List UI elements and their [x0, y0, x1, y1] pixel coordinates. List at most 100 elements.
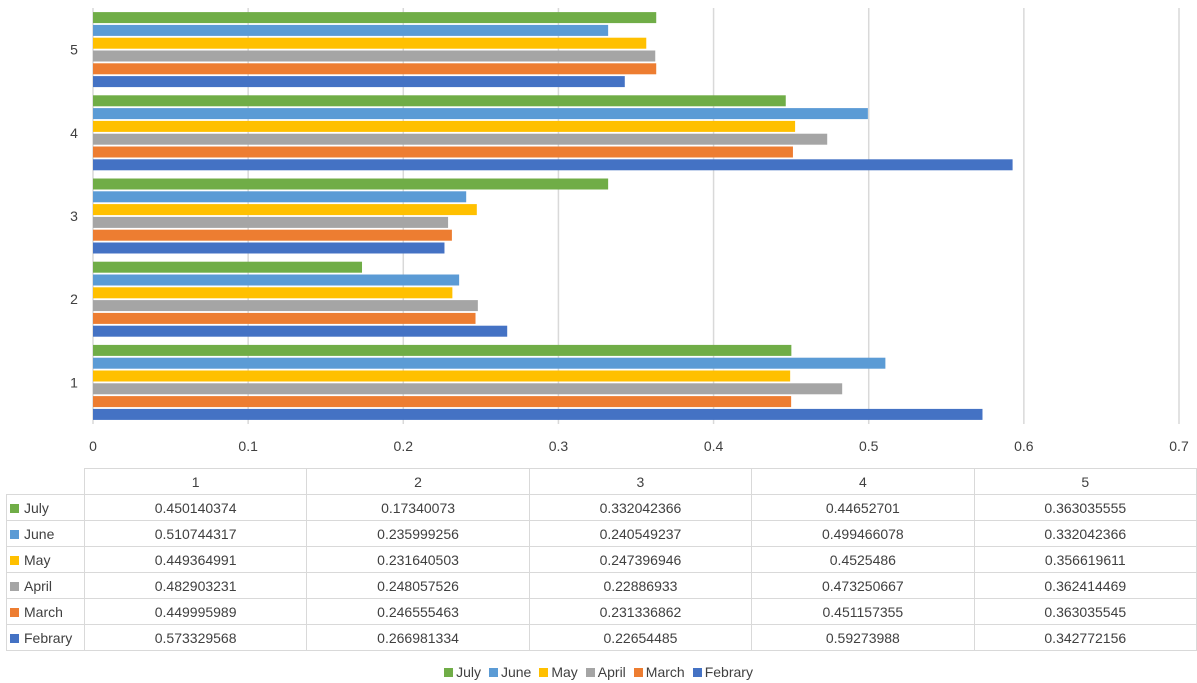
bar-july-5: [93, 12, 657, 24]
x-tick-label: 0.7: [1169, 438, 1189, 454]
series-label: July: [24, 499, 49, 516]
bar-may-4: [93, 120, 796, 132]
x-tick-label: 0.1: [238, 438, 258, 454]
table-cell: 0.363035545: [973, 598, 1197, 625]
bar-april-4: [93, 133, 828, 145]
table-column-header: 5: [973, 468, 1197, 495]
bar-april-3: [93, 216, 449, 228]
table-row-header: March: [6, 598, 85, 625]
table-cell: 0.22886933: [528, 572, 753, 599]
table-cell: 0.450140374: [83, 494, 308, 521]
legend-swatch: [539, 668, 549, 677]
bar-june-5: [93, 24, 609, 36]
table-corner: [6, 468, 85, 495]
series-label: May: [24, 551, 51, 568]
series-swatch: [10, 607, 19, 617]
x-axis-labels: 0 0.1 0.2 0.3 0.4 0.5 0.6 0.7: [89, 438, 1189, 454]
table-column-header: 1: [83, 468, 308, 495]
table-cell: 0.235999256: [306, 520, 530, 547]
table-cell: 0.266981334: [306, 624, 530, 651]
bar-febrary-5: [93, 76, 625, 88]
x-tick-label: 0.3: [549, 438, 569, 454]
bar-march-4: [93, 146, 793, 158]
legend-label: March: [645, 664, 685, 680]
table-cell: 0.247396946: [528, 546, 753, 573]
bar-july-4: [93, 95, 786, 107]
bar-april-5: [93, 50, 656, 62]
table-cell: 0.231640503: [306, 546, 530, 573]
legend-item: March: [633, 664, 685, 680]
bar-march-3: [93, 229, 452, 241]
y-tick-label: 3: [70, 208, 78, 224]
table-cell: 0.482903231: [83, 572, 308, 599]
bars: [93, 12, 1013, 420]
table-row: March 0.449995989 0.246555463 0.231336862 0.…: [6, 598, 1197, 625]
table-row-header: May: [6, 546, 85, 573]
table-column-header: 3: [528, 468, 753, 495]
bar-march-5: [93, 63, 657, 75]
series-swatch: [10, 581, 19, 591]
table-cell: 0.240549237: [528, 520, 753, 547]
series-label: Febrary: [24, 629, 73, 646]
table-column-header: 4: [751, 468, 975, 495]
table-cell: 0.449995989: [83, 598, 308, 625]
table-row: June 0.510744317 0.235999256 0.240549237 0.4…: [6, 520, 1197, 547]
bar-febrary-2: [93, 325, 508, 337]
bar-may-5: [93, 37, 647, 49]
legend-item: April: [585, 664, 626, 680]
table-cell: 0.573329568: [83, 624, 308, 651]
x-tick-label: 0: [89, 438, 97, 454]
table-row-header: June: [6, 520, 85, 547]
table-row: July 0.450140374 0.17340073 0.332042366 0.44…: [6, 494, 1197, 521]
table-cell: 0.473250667: [751, 572, 975, 599]
bar-may-3: [93, 204, 477, 216]
legend: July June May April March Febrary: [0, 664, 1197, 680]
series-label: June: [24, 525, 55, 542]
table-row: Febrary 0.573329568 0.266981334 0.22654485 0…: [6, 624, 1197, 651]
table-cell: 0.17340073: [306, 494, 530, 521]
bar-may-1: [93, 370, 791, 382]
bar-april-1: [93, 383, 843, 395]
legend-swatch: [633, 668, 643, 677]
bar-july-2: [93, 261, 363, 273]
table-cell: 0.499466078: [751, 520, 975, 547]
table-row: May 0.449364991 0.231640503 0.247396946 0.45…: [6, 546, 1197, 573]
table-row-header: April: [6, 572, 85, 599]
bar-july-1: [93, 344, 792, 356]
bar-july-3: [93, 178, 609, 190]
y-tick-label: 1: [70, 374, 78, 390]
legend-label: Febrary: [704, 664, 753, 680]
table-cell: 0.59273988: [751, 624, 975, 651]
table-row-header: Febrary: [6, 624, 85, 651]
bar-march-2: [93, 312, 476, 324]
table-cell: 0.342772156: [973, 624, 1197, 651]
legend-swatch: [488, 668, 498, 677]
table-cell: 0.363035555: [973, 494, 1197, 521]
table-column-header: 2: [306, 468, 530, 495]
bar-june-1: [93, 357, 886, 369]
table-cell: 0.248057526: [306, 572, 530, 599]
bar-march-1: [93, 396, 792, 408]
series-swatch: [10, 503, 19, 513]
legend-swatch: [692, 668, 702, 677]
table-cell: 0.449364991: [83, 546, 308, 573]
y-axis-labels: 1 2 3 4 5: [70, 42, 78, 391]
bar-june-4: [93, 108, 868, 120]
bar-febrary-1: [93, 408, 983, 420]
bar-april-2: [93, 300, 478, 312]
legend-item: May: [539, 664, 578, 680]
table-row: April 0.482903231 0.248057526 0.22886933 0.4…: [6, 572, 1197, 599]
legend-item: June: [488, 664, 532, 680]
bar-june-2: [93, 274, 460, 286]
y-tick-label: 2: [70, 291, 78, 307]
table-cell: 0.451157355: [751, 598, 975, 625]
bar-chart: 1 2 3 4 5 0 0.1 0.2 0.3 0.4 0.5 0.6 0.7: [70, 8, 1189, 454]
x-tick-label: 0.5: [859, 438, 879, 454]
series-label: March: [24, 603, 63, 620]
table-cell: 0.44652701: [751, 494, 975, 521]
legend-label: April: [597, 664, 626, 680]
legend-label: July: [456, 664, 481, 680]
legend-label: June: [500, 664, 532, 680]
